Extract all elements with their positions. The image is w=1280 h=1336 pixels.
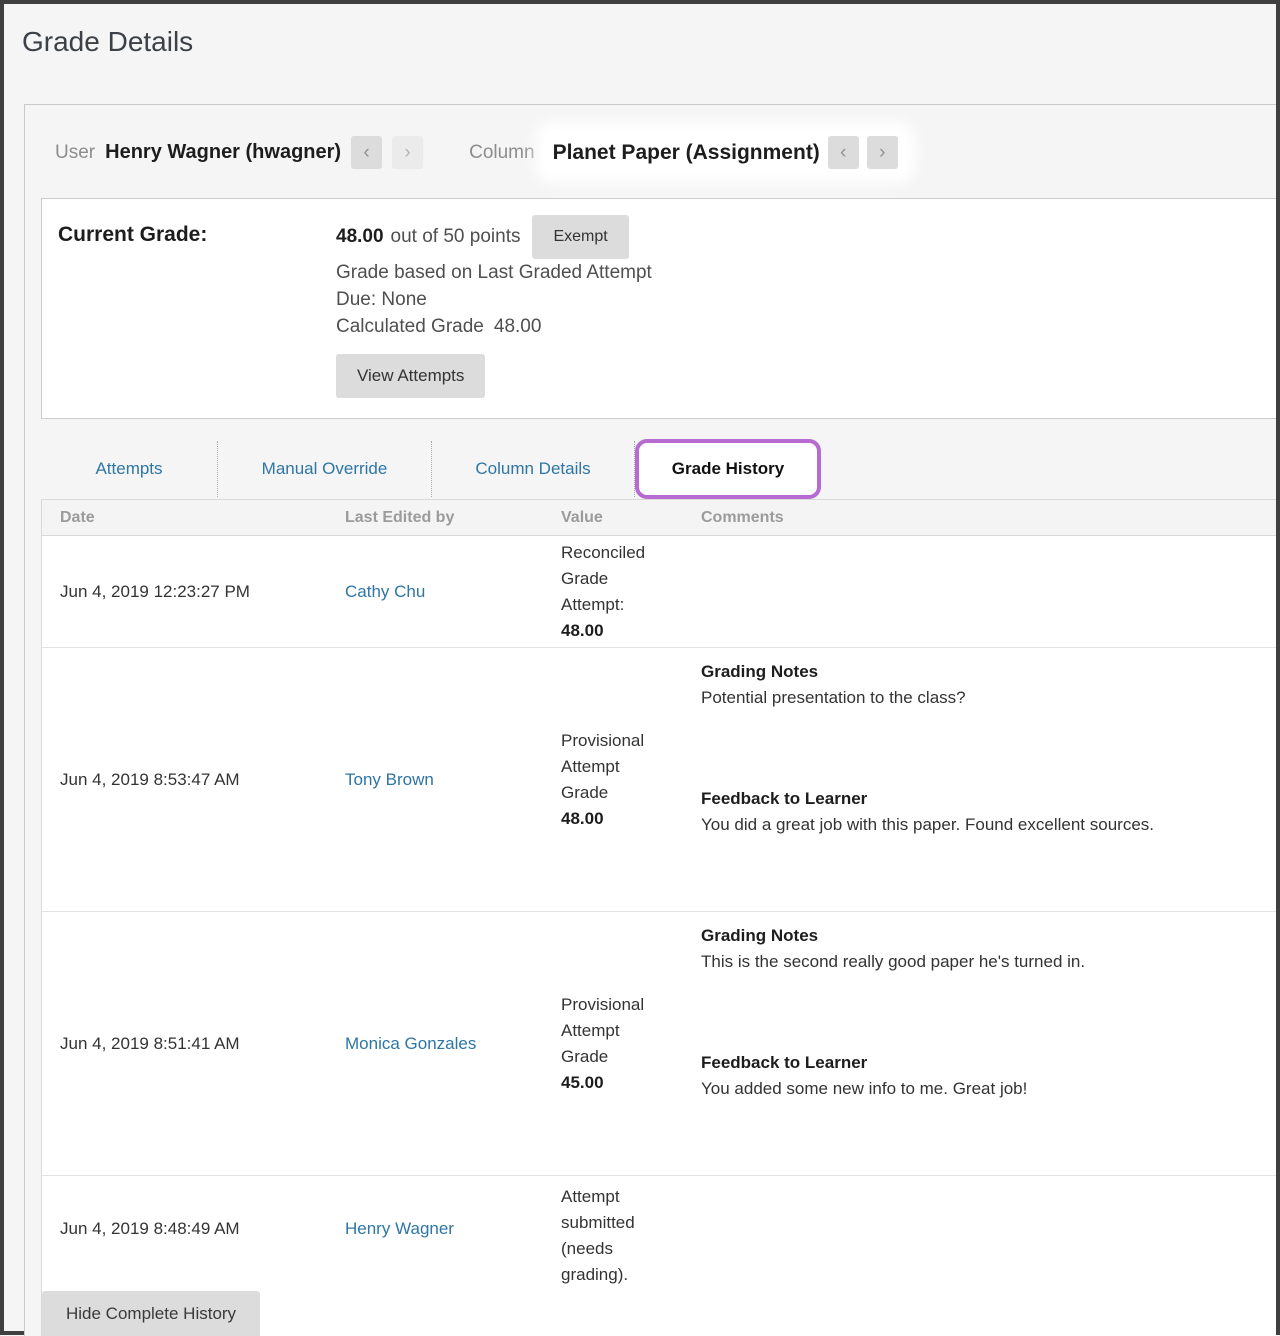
current-grade-box: Current Grade: 48.00 out of 50 points Ex…	[41, 198, 1276, 419]
column-label: Column	[469, 141, 535, 163]
hide-complete-history-button[interactable]: Hide Complete History	[42, 1291, 261, 1336]
calculated-grade-value: 48.00	[493, 316, 542, 337]
history-row: Jun 4, 2019 8:53:47 AM Tony Brown Provisio…	[42, 648, 1276, 912]
history-editor-cell: Tony Brown	[327, 648, 543, 911]
grading-notes-text: This is the second really good paper he'…	[701, 952, 1086, 971]
grade-value: 48.00	[336, 226, 384, 247]
history-date: Jun 4, 2019 12:23:27 PM	[60, 581, 250, 601]
feedback-block: Feedback to Learner You added some new in…	[701, 1049, 1264, 1102]
history-value: Attempt submitted (needs grading).	[543, 1176, 683, 1336]
user-name: Henry Wagner (hwagner)	[105, 141, 342, 163]
grade-due: Due: None	[336, 289, 427, 310]
calculated-grade-label: Calculated Grade	[336, 316, 484, 337]
editor-link[interactable]: Tony Brown	[345, 769, 434, 789]
history-comments: Grading Notes Potential presentation to t…	[683, 648, 1276, 911]
page-title: Grade Details	[22, 26, 194, 57]
tab-manual-override[interactable]: Manual Override	[218, 441, 432, 497]
history-row: Jun 4, 2019 12:23:27 PM Cathy Chu Reconcil…	[42, 536, 1276, 648]
feedback-label: Feedback to Learner	[701, 789, 868, 808]
history-comments	[683, 536, 1276, 647]
table-header: Date Last Edited by Value Comments	[42, 500, 1276, 536]
history-comments	[683, 1176, 1276, 1336]
grading-notes-block: Grading Notes Potential presentation to t…	[701, 658, 1264, 711]
prev-user-button[interactable]: ‹	[351, 136, 383, 169]
history-comments: Grading Notes This is the second really g…	[683, 912, 1276, 1175]
current-grade-label: Current Grade:	[58, 223, 208, 246]
grade-score-line: 48.00 out of 50 points Exempt	[336, 215, 629, 259]
grading-notes-block: Grading Notes This is the second really g…	[701, 922, 1264, 975]
grading-notes-label: Grading Notes	[701, 662, 819, 681]
editor-link[interactable]: Henry Wagner	[345, 1219, 454, 1238]
column-name: Planet Paper (Assignment)	[552, 140, 820, 164]
grade-based-on: Grade based on Last Graded Attempt	[336, 262, 652, 283]
feedback-label: Feedback to Learner	[701, 1053, 868, 1072]
column-header-last-edited-by: Last Edited by	[345, 508, 455, 526]
history-date: Jun 4, 2019 8:48:49 AM	[60, 1219, 240, 1238]
tab-column-details[interactable]: Column Details	[432, 441, 635, 497]
column-header-date: Date	[60, 508, 95, 526]
value-text: Provisional Attempt Grade	[561, 730, 645, 802]
value-grade: 48.00	[561, 620, 604, 640]
history-value: Reconciled Grade Attempt: 48.00	[543, 536, 683, 647]
grade-history-table: Date Last Edited by Value Comments Jun 4…	[41, 499, 1276, 1336]
value-text: Attempt submitted (needs grading).	[561, 1187, 635, 1284]
chevron-right-icon: ›	[404, 142, 411, 163]
prev-column-button[interactable]: ‹	[827, 136, 859, 169]
view-attempts-button[interactable]: View Attempts	[336, 354, 486, 398]
editor-link[interactable]: Cathy Chu	[345, 581, 426, 601]
editor-link[interactable]: Monica Gonzales	[345, 1033, 477, 1053]
history-row: Jun 4, 2019 8:51:41 AM Monica Gonzales Pro…	[42, 912, 1276, 1176]
value-grade: 48.00	[561, 808, 604, 828]
grading-notes-text: Potential presentation to the class?	[701, 688, 966, 707]
user-label: User	[55, 141, 96, 163]
history-editor-cell: Cathy Chu	[327, 536, 543, 647]
column-nav-group: Planet Paper (Assignment) ‹ ›	[544, 131, 906, 174]
chevron-left-icon: ‹	[840, 142, 847, 163]
exempt-button[interactable]: Exempt	[532, 215, 629, 259]
history-date: Jun 4, 2019 8:51:41 AM	[60, 1033, 240, 1053]
chevron-left-icon: ‹	[363, 142, 370, 163]
grade-out-of: out of 50 points	[390, 226, 521, 247]
tab-grade-history[interactable]: Grade History	[635, 439, 821, 499]
value-text: Reconciled Grade Attempt:	[561, 542, 646, 614]
column-header-comments: Comments	[701, 508, 784, 526]
column-header-value: Value	[561, 508, 603, 526]
history-editor-cell: Henry Wagner	[327, 1176, 543, 1336]
grade-details-panel: User Henry Wagner (hwagner) ‹ › Column P…	[24, 104, 1276, 1336]
current-grade-info: 48.00 out of 50 points Exempt Grade base…	[336, 215, 652, 398]
feedback-text: You did a great job with this paper. Fou…	[701, 815, 1154, 834]
history-value: Provisional Attempt Grade 48.00	[543, 648, 683, 911]
table-body: Jun 4, 2019 12:23:27 PM Cathy Chu Reconcil…	[42, 536, 1276, 1336]
calculated-grade-line: Calculated Grade 48.00	[336, 313, 541, 340]
value-text: Provisional Attempt Grade	[561, 994, 645, 1066]
history-value: Provisional Attempt Grade 45.00	[543, 912, 683, 1175]
tab-attempts[interactable]: Attempts	[41, 441, 218, 497]
next-user-button[interactable]: ›	[392, 136, 424, 169]
tabs-bar: Attempts Manual Override Column Details …	[41, 439, 1276, 499]
history-date: Jun 4, 2019 8:53:47 AM	[60, 769, 240, 789]
history-editor-cell: Monica Gonzales	[327, 912, 543, 1175]
next-column-button[interactable]: ›	[866, 136, 898, 169]
user-column-nav: User Henry Wagner (hwagner) ‹ › Column P…	[25, 105, 1276, 198]
feedback-block: Feedback to Learner You did a great job w…	[701, 785, 1264, 838]
grading-notes-label: Grading Notes	[701, 926, 819, 945]
value-grade: 45.00	[561, 1072, 604, 1092]
chevron-right-icon: ›	[879, 142, 886, 163]
feedback-text: You added some new info to me. Great job…	[701, 1079, 1028, 1098]
